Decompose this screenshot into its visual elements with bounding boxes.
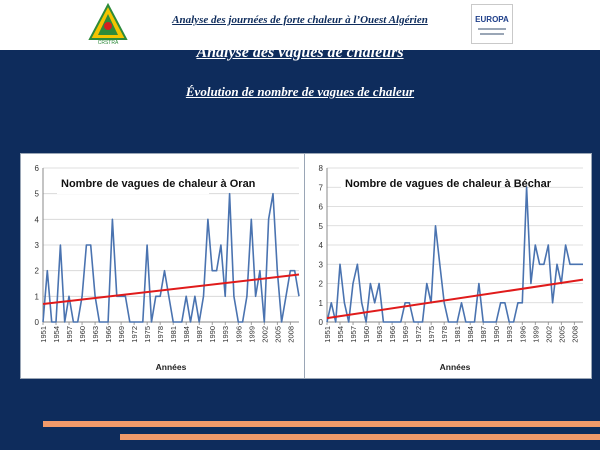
x-tick-label: 1966 xyxy=(388,326,397,343)
x-tick-label: 2002 xyxy=(260,326,269,343)
x-tick-label: 1951 xyxy=(39,326,48,343)
y-tick-label: 4 xyxy=(319,241,324,250)
x-tick-label: 1999 xyxy=(247,326,256,343)
y-tick-label: 3 xyxy=(319,260,324,269)
x-tick-label: 1990 xyxy=(492,326,501,343)
x-tick-label: 1957 xyxy=(65,326,74,343)
x-tick-label: 1999 xyxy=(531,326,540,343)
europa-logo: EUROPA xyxy=(471,4,513,44)
bechar-chart-title: Nombre de vagues de chaleur à Béchar xyxy=(345,178,552,190)
x-tick-label: 1966 xyxy=(104,326,113,343)
x-tick-label: 1975 xyxy=(427,326,436,343)
x-tick-label: 1963 xyxy=(375,326,384,343)
x-tick-label: 1984 xyxy=(466,326,475,343)
y-tick-label: 5 xyxy=(319,222,324,231)
logo-right-text: EUROPA xyxy=(475,15,509,24)
x-tick-label: 1990 xyxy=(208,326,217,343)
chart-title-box xyxy=(341,172,493,194)
x-tick-label: 1954 xyxy=(52,326,61,343)
bechar-chart: 0 1 2 3 4 5 6 7 8 1951 1954 1957 1960 1963 1966 1969 197… xyxy=(319,164,584,372)
chart-title-box xyxy=(57,172,209,194)
x-tick-label: 2002 xyxy=(544,326,553,343)
x-tick-label: 2008 xyxy=(570,326,579,343)
x-tick-label: 1972 xyxy=(130,326,139,343)
y-tick-label: 8 xyxy=(319,164,324,173)
bechar-chart-panel: 0 1 2 3 4 5 6 7 8 1951 1954 1957 1960 1963 1966 1969 197… xyxy=(304,153,592,379)
x-tick-label: 2005 xyxy=(557,326,566,343)
header-bar: CRSTRA Analyse des journées de forte cha… xyxy=(0,0,600,50)
x-tick-label: 1951 xyxy=(323,326,332,343)
x-tick-label: 1984 xyxy=(182,326,191,343)
x-tick-label: 1978 xyxy=(156,326,165,343)
x-tick-label: 1987 xyxy=(195,326,204,343)
y-tick-label: 4 xyxy=(35,215,40,224)
y-tick-label: 2 xyxy=(319,280,324,289)
header-title: Analyse des journées de forte chaleur à … xyxy=(172,14,428,26)
y-tick-label: 6 xyxy=(35,164,40,173)
crstra-logo: CRSTRA xyxy=(88,2,128,46)
accent-bar-top xyxy=(43,421,600,427)
x-tick-label: 1972 xyxy=(414,326,423,343)
x-tick-label: 1963 xyxy=(91,326,100,343)
x-tick-label: 1993 xyxy=(505,326,514,343)
bechar-series-line xyxy=(326,186,583,323)
main-title: Analyse des vagues de chaleurs xyxy=(196,44,404,61)
x-tick-label: 1981 xyxy=(169,326,178,343)
x-tick-label: 1960 xyxy=(78,326,87,343)
bechar-trend-line xyxy=(326,278,584,320)
x-tick-label: 1996 xyxy=(234,326,243,343)
oran-trend-line xyxy=(42,273,300,306)
x-tick-label: 1981 xyxy=(453,326,462,343)
oran-chart-title: Nombre de vagues de chaleur à Oran xyxy=(61,178,256,190)
x-tick-label: 1975 xyxy=(143,326,152,343)
oran-x-axis-label: Années xyxy=(156,362,187,372)
x-tick-label: 1996 xyxy=(518,326,527,343)
y-tick-label: 0 xyxy=(35,318,40,327)
x-tick-label: 1969 xyxy=(117,326,126,343)
sub-title: Évolution de nombre de vagues de chaleur xyxy=(185,84,415,99)
bechar-x-axis-label: Années xyxy=(440,362,471,372)
x-tick-label: 1978 xyxy=(440,326,449,343)
oran-chart: 0 1 2 3 4 5 6 1951 1954 1957 1960 1963 1966 1969 1972 1… xyxy=(35,164,300,372)
y-tick-label: 6 xyxy=(319,203,324,212)
x-tick-label: 1957 xyxy=(349,326,358,343)
oran-series-line xyxy=(42,192,300,323)
y-tick-label: 1 xyxy=(35,292,40,301)
oran-chart-panel: 0 1 2 3 4 5 6 1951 1954 1957 1960 1963 1966 1969 1972 1… xyxy=(20,153,308,379)
y-tick-label: 2 xyxy=(35,267,40,276)
x-tick-label: 1960 xyxy=(362,326,371,343)
x-tick-label: 2008 xyxy=(286,326,295,343)
x-tick-label: 2005 xyxy=(273,326,282,343)
y-tick-label: 7 xyxy=(319,183,324,192)
y-tick-label: 3 xyxy=(35,241,40,250)
y-tick-label: 5 xyxy=(35,190,40,199)
y-tick-label: 1 xyxy=(319,299,324,308)
accent-bar-bottom xyxy=(120,434,600,440)
x-tick-label: 1993 xyxy=(221,326,230,343)
x-tick-label: 1969 xyxy=(401,326,410,343)
logo-left-text: CRSTRA xyxy=(98,40,119,46)
x-tick-label: 1987 xyxy=(479,326,488,343)
y-tick-label: 0 xyxy=(319,318,324,327)
x-tick-label: 1954 xyxy=(336,326,345,343)
